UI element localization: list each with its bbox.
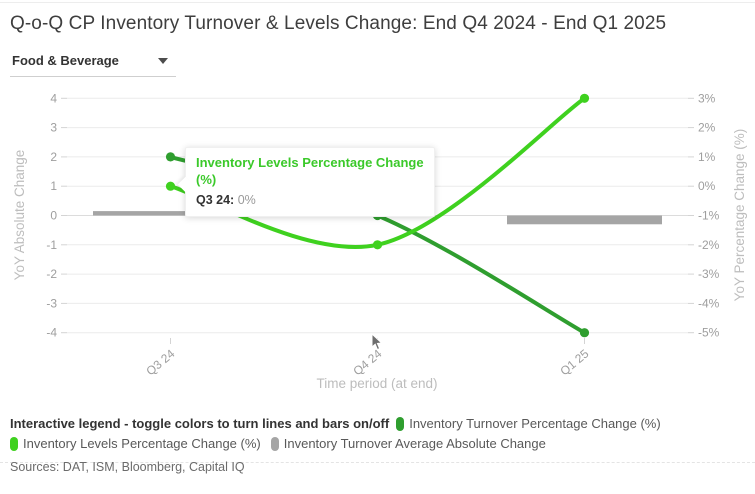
bar-series[interactable] [93,211,662,225]
data-point[interactable] [579,328,590,338]
svg-text:-3%: -3% [698,267,720,281]
bar[interactable] [507,215,662,225]
chart-canvas[interactable]: 4 3% 3 2% 2 1% 1 0% 0 -1% -1 -2% -2 -3% -3 -4% -4 -5% Q3 2… [0,85,755,410]
svg-text:-4%: -4% [698,296,720,310]
legend-swatch-gray-icon [270,437,279,451]
tooltip-value: 0% [237,192,256,207]
svg-text:-1%: -1% [698,209,720,223]
data-point[interactable] [165,152,176,162]
sector-dropdown[interactable]: Food & Beverage [12,51,178,77]
top-divider [0,2,755,3]
svg-text:-2%: -2% [698,238,720,252]
dropdown-underline [10,76,176,77]
legend: Interactive legend - toggle colors to tu… [0,412,755,463]
legend-item-label: Inventory Turnover Average Absolute Chan… [283,436,546,451]
legend-header: Interactive legend - toggle colors to tu… [10,416,390,431]
legend-item-turnover-pct[interactable]: Inventory Turnover Percentage Change (%) [396,414,661,434]
legend-item-avg-absolute[interactable]: Inventory Turnover Average Absolute Chan… [270,434,546,454]
legend-item-label: Inventory Turnover Percentage Change (%) [409,416,661,431]
svg-text:-1: -1 [46,238,57,252]
cursor-icon [371,333,383,351]
svg-text:0: 0 [50,209,57,223]
svg-text:-3: -3 [46,296,57,310]
y-axis-title-left: YoY Absolute Change [12,150,27,281]
svg-text:-2: -2 [46,267,57,281]
y-axis-title-right: YoY Percentage Change (%) [732,129,747,302]
svg-text:1: 1 [50,179,57,193]
svg-text:0%: 0% [698,179,716,193]
svg-text:2: 2 [50,150,57,164]
tooltip-title: Inventory Levels Percentage Change (%) [196,155,424,187]
legend-item-levels-pct[interactable]: Inventory Levels Percentage Change (%) [10,434,261,454]
legend-item-label: Inventory Levels Percentage Change (%) [23,436,261,451]
dropdown-selected-value: Food & Beverage [12,53,119,68]
bar[interactable] [93,211,248,216]
svg-text:2%: 2% [698,121,716,135]
x-axis-title: Time period (at end) [316,376,437,391]
sources-text: Sources: DAT, ISM, Bloomberg, Capital IQ [10,460,245,474]
svg-text:3: 3 [50,121,57,135]
svg-text:1%: 1% [698,150,716,164]
legend-swatch-dark-green-icon [396,417,405,431]
svg-text:-5%: -5% [698,326,720,340]
svg-text:4: 4 [50,91,57,105]
page-title: Q-o-Q CP Inventory Turnover & Levels Cha… [10,13,667,34]
tooltip-label: Q3 24: [196,192,235,207]
data-point[interactable] [579,93,590,103]
axis-ticks: 4 3% 3 2% 2 1% 1 0% 0 -1% -1 -2% -2 -3% -3 -4% -4 -5% Q3 2… [46,91,719,378]
svg-text:Q1 25: Q1 25 [557,346,591,378]
svg-text:3%: 3% [698,91,716,105]
legend-swatch-light-green-icon [10,437,18,451]
svg-text:Q3 24: Q3 24 [143,346,177,378]
svg-text:-4: -4 [46,326,57,340]
tooltip: Inventory Levels Percentage Change (%) Q… [177,147,435,218]
data-point[interactable] [372,240,383,250]
chevron-down-icon [158,58,168,64]
data-point[interactable] [165,181,176,191]
